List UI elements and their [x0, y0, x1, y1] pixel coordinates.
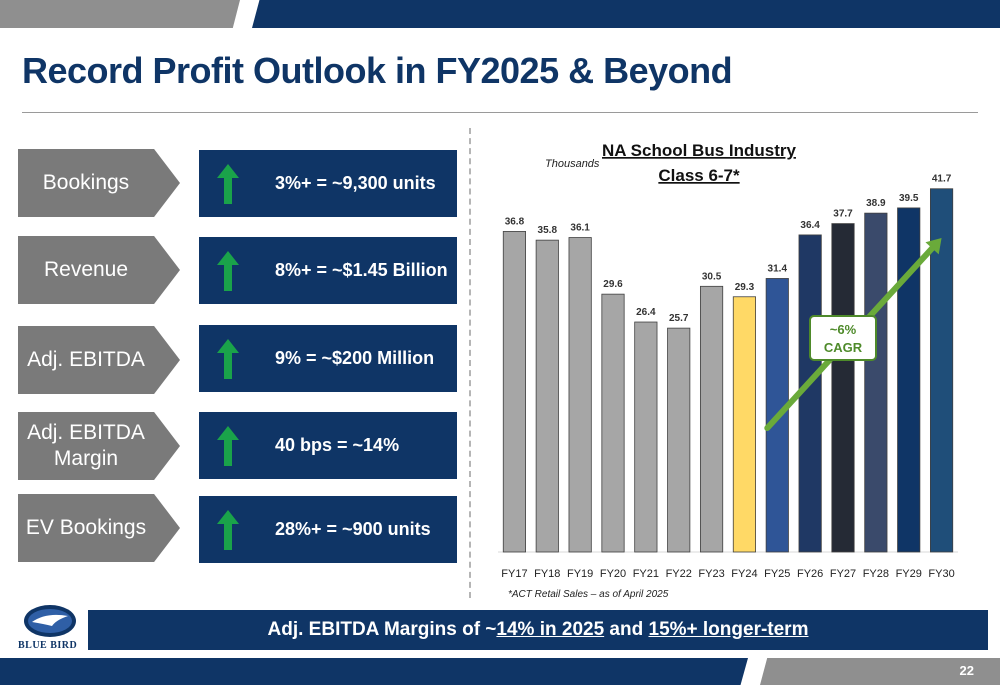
x-tick-fy21: FY21 — [633, 568, 659, 580]
metric-value-adj-ebitda: 9% = ~$200 Million — [275, 348, 435, 368]
data-label-fy23: 30.5 — [702, 271, 722, 282]
data-label-fy30: 41.7 — [932, 174, 952, 185]
metric-label-bookings: Bookings — [18, 149, 180, 217]
header-bar-gray — [0, 0, 240, 28]
x-tick-fy20: FY20 — [600, 568, 626, 580]
cagr-label: CAGR — [824, 340, 863, 355]
bar-fy19 — [568, 237, 592, 553]
x-tick-fy24: FY24 — [731, 568, 757, 580]
footer-banner: Adj. EBITDA Margins of ~14% in 2025 and … — [88, 610, 988, 650]
chart-title-line2: Class 6-7* — [658, 166, 740, 185]
bar-fy30 — [929, 188, 954, 553]
footer-emphasis-2025: 14% in 2025 — [496, 619, 605, 640]
blue-bird-logo-icon — [24, 605, 76, 637]
section-divider — [469, 128, 471, 598]
data-label-fy18: 35.8 — [538, 225, 558, 236]
footer-emphasis-longterm: 15%+ longer-term — [648, 619, 809, 640]
metric-label-adj-ebitda: Adj. EBITDA — [18, 326, 180, 394]
x-tick-fy18: FY18 — [534, 568, 560, 580]
slide-title: Record Profit Outlook in FY2025 & Beyond — [22, 50, 733, 91]
x-tick-fy19: FY19 — [567, 568, 593, 580]
bar-fy17 — [502, 231, 526, 553]
metric-value-bookings: 3%+ = ~9,300 units — [275, 173, 436, 193]
bar-fy29 — [897, 207, 921, 553]
metric-box-bookings: 3%+ = ~9,300 units — [199, 150, 457, 217]
x-tick-fy29: FY29 — [896, 568, 922, 580]
bar-fy23 — [699, 285, 724, 553]
header-bar-blue — [252, 0, 1000, 28]
cagr-annotation: ~6% CAGR — [764, 238, 942, 431]
metric-label-ev-bookings: EV Bookings — [18, 494, 180, 562]
x-tick-fy26: FY26 — [797, 568, 823, 580]
metric-box-adj-ebitda: 9% = ~$200 Million — [199, 325, 457, 392]
bar-fy21 — [634, 321, 658, 553]
data-label-fy17: 36.8 — [505, 216, 525, 227]
bars-group: 36.8 FY17 35.8 FY18 36.1 FY19 29.6 FY20 26.4 FY21… — [501, 174, 954, 580]
data-label-fy25: 31.4 — [768, 263, 788, 274]
footer-bar-blue — [0, 658, 748, 685]
x-tick-fy30: FY30 — [928, 568, 954, 580]
metric-label-adj-ebitda-margin: Adj. EBITDA Margin — [18, 412, 180, 480]
data-label-fy22: 25.7 — [669, 313, 689, 324]
data-label-fy21: 26.4 — [636, 307, 656, 318]
data-label-fy29: 39.5 — [899, 193, 919, 204]
metric-value-adj-ebitda-margin: 40 bps = ~14% — [275, 435, 400, 455]
metric-box-adj-ebitda-margin: 40 bps = ~14% — [199, 412, 457, 479]
metric-value-ev-bookings: 28%+ = ~900 units — [275, 519, 431, 539]
bar-fy22 — [667, 327, 691, 553]
chart-title-line1: NA School Bus Industry — [602, 141, 796, 160]
cagr-box — [809, 315, 877, 361]
metric-box-ev-bookings: 28%+ = ~900 units — [199, 496, 457, 563]
data-label-fy19: 36.1 — [570, 223, 590, 234]
x-tick-fy27: FY27 — [830, 568, 856, 580]
chart-footnote: *ACT Retail Sales – as of April 2025 — [508, 589, 669, 600]
x-tick-fy17: FY17 — [501, 568, 527, 580]
logo-wordmark: BLUE BIRD — [18, 640, 78, 651]
data-label-fy24: 29.3 — [735, 282, 755, 293]
title-divider — [22, 112, 978, 113]
up-arrow-icon — [217, 509, 239, 550]
x-tick-fy25: FY25 — [764, 568, 790, 580]
footer-bar-gray — [760, 658, 1000, 685]
x-tick-fy22: FY22 — [666, 568, 692, 580]
bar-fy24 — [732, 296, 756, 553]
up-arrow-icon — [217, 250, 239, 291]
cagr-value: ~6% — [830, 322, 857, 337]
up-arrow-icon — [217, 425, 239, 466]
metric-value-revenue: 8%+ = ~$1.45 Billion — [275, 260, 448, 280]
up-arrow-icon — [217, 338, 239, 379]
industry-bar-chart: Thousands NA School Bus Industry Class 6… — [498, 141, 958, 600]
data-label-fy27: 37.7 — [833, 209, 853, 220]
metric-label-revenue: Revenue — [18, 236, 180, 304]
x-tick-fy23: FY23 — [698, 568, 724, 580]
metric-box-revenue: 8%+ = ~$1.45 Billion — [199, 237, 457, 304]
bar-fy20 — [601, 293, 625, 553]
bar-fy28 — [864, 212, 888, 553]
up-arrow-icon — [217, 163, 239, 204]
data-label-fy26: 36.4 — [800, 220, 820, 231]
cagr-arrow-head — [925, 238, 942, 255]
x-tick-fy28: FY28 — [863, 568, 889, 580]
data-label-fy28: 38.9 — [866, 198, 886, 209]
data-label-fy20: 29.6 — [603, 279, 623, 290]
footer-prefix: Adj. EBITDA Margins of ~ — [267, 619, 497, 640]
page-number: 22 — [959, 663, 974, 678]
bar-fy18 — [535, 239, 559, 553]
bar-fy27 — [831, 223, 855, 553]
footer-mid: and — [604, 619, 649, 640]
chart-unit-label: Thousands — [545, 158, 600, 170]
